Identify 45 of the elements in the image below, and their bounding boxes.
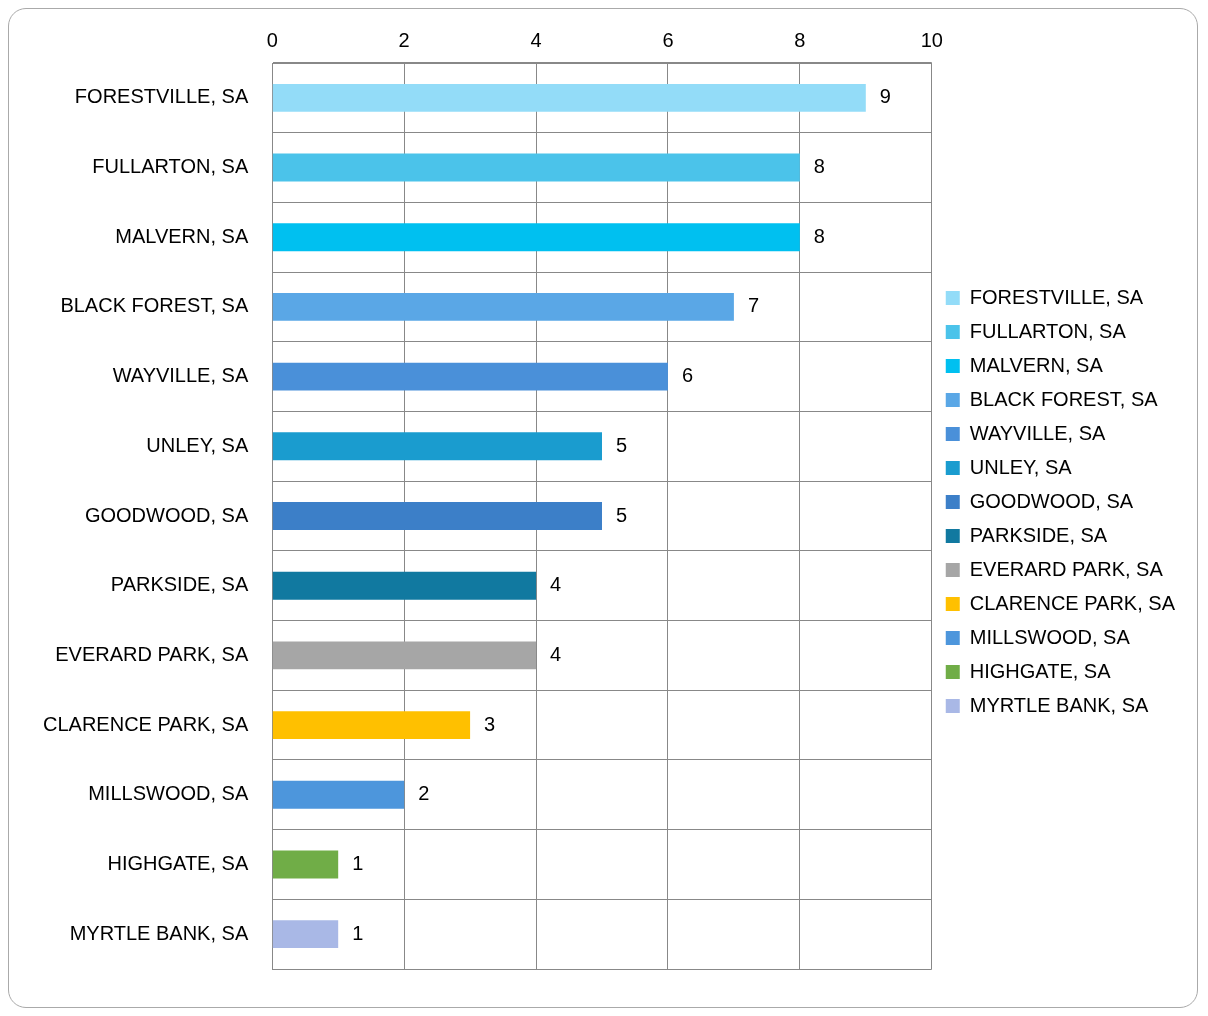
data-label: 5 — [616, 433, 628, 456]
legend-label: MILLSWOOD, SA — [969, 625, 1131, 648]
legend-label: CLARENCE PARK, SA — [969, 591, 1176, 614]
data-label: 8 — [813, 155, 825, 178]
data-label: 8 — [813, 224, 825, 247]
legend-label: MYRTLE BANK, SA — [969, 693, 1149, 716]
x-tick-label: 2 — [398, 28, 410, 51]
y-tick-label: EVERARD PARK, SA — [55, 642, 249, 665]
data-label: 1 — [352, 851, 364, 874]
legend-label: MALVERN, SA — [969, 353, 1104, 376]
y-tick-label: BLACK FOREST, SA — [60, 294, 249, 317]
legend-label: GOODWOOD, SA — [969, 489, 1134, 512]
data-label: 3 — [484, 712, 496, 735]
data-label: 5 — [616, 503, 628, 526]
data-label: 6 — [681, 364, 694, 387]
legend-label: EVERARD PARK, SA — [969, 557, 1164, 580]
y-tick-label: GOODWOOD, SA — [84, 503, 249, 526]
data-label: 9 — [879, 85, 891, 108]
y-tick-label: MILLSWOOD, SA — [88, 782, 249, 805]
x-tick-label: 0 — [266, 28, 278, 51]
data-label: 4 — [550, 573, 562, 596]
x-tick-label: 8 — [794, 28, 806, 51]
data-label: 2 — [418, 782, 430, 805]
legend-label: FORESTVILLE, SA — [969, 285, 1144, 308]
y-tick-label: UNLEY, SA — [146, 433, 249, 456]
legend-label: FULLARTON, SA — [969, 319, 1127, 342]
y-tick-label: MALVERN, SA — [115, 224, 249, 247]
data-label: 1 — [352, 921, 364, 944]
legend-label: BLACK FOREST, SA — [969, 387, 1159, 410]
legend-label: PARKSIDE, SA — [969, 523, 1108, 546]
y-tick-label: MYRTLE BANK, SA — [69, 921, 249, 944]
x-tick-label: 10 — [920, 28, 943, 51]
legend-label: UNLEY, SA — [969, 455, 1073, 478]
y-tick-label: FULLARTON, SA — [92, 155, 249, 178]
data-label: 4 — [550, 642, 562, 665]
x-tick-label: 4 — [530, 28, 542, 51]
y-tick-label: PARKSIDE, SA — [110, 573, 249, 596]
data-label: 7 — [747, 294, 760, 317]
y-tick-label: WAYVILLE, SA — [112, 364, 249, 387]
y-tick-label: CLARENCE PARK, SA — [42, 712, 249, 735]
y-tick-label: HIGHGATE, SA — [107, 851, 249, 874]
x-tick-label: 6 — [662, 28, 674, 51]
legend-label: WAYVILLE, SA — [969, 421, 1107, 444]
y-tick-label: FORESTVILLE, SA — [74, 85, 249, 108]
legend-label: HIGHGATE, SA — [969, 659, 1112, 682]
